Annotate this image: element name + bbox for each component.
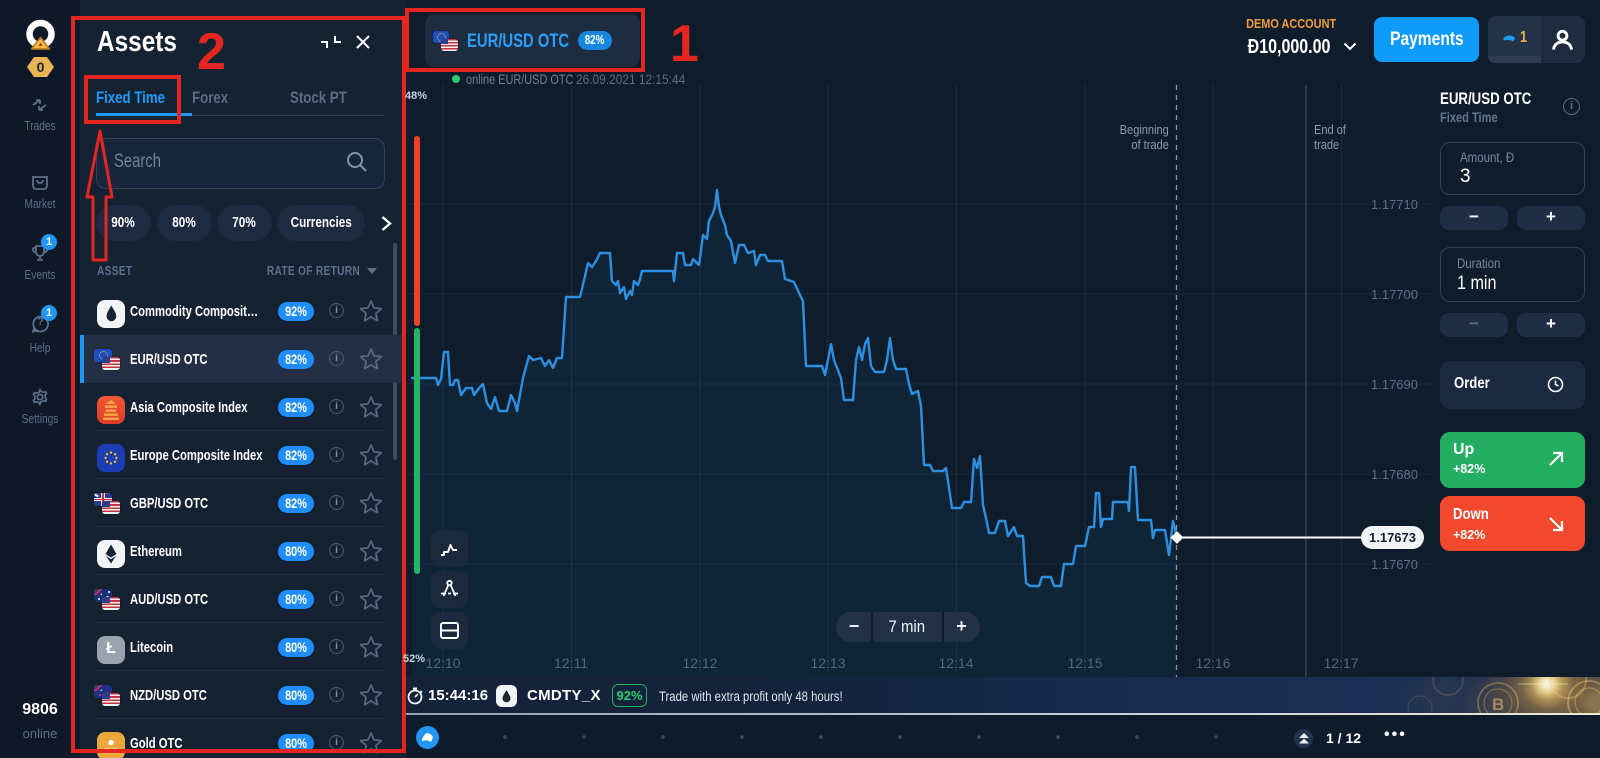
svg-text:B: B xyxy=(1492,695,1504,714)
